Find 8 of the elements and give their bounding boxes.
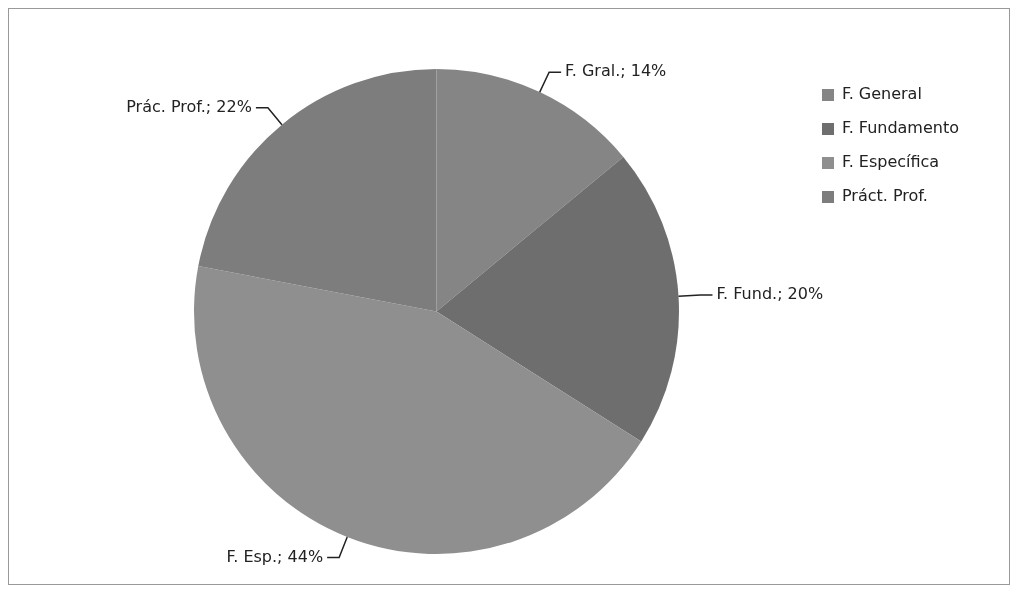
legend-label: F. General xyxy=(841,84,922,104)
legend-label: Práct. Prof. xyxy=(841,186,928,206)
data-label: F. Esp.; 44% xyxy=(226,546,324,566)
legend-label: F. Específica xyxy=(841,152,940,172)
data-label: F. Gral.; 14% xyxy=(565,61,667,81)
legend-label: F. Fundamento xyxy=(841,118,960,138)
data-label: F. Fund.; 20% xyxy=(716,284,824,304)
data-label: Prác. Prof.; 22% xyxy=(126,96,252,116)
